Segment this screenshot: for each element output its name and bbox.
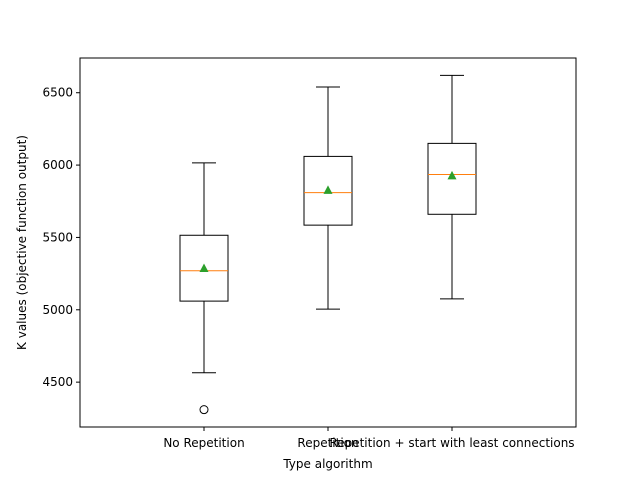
y-tick-label: 6500 — [42, 86, 73, 100]
x-tick-label: Repetition — [297, 436, 358, 450]
y-tick-label: 5000 — [42, 303, 73, 317]
y-axis-label: K values (objective function output) — [15, 135, 29, 350]
box-iqr — [303, 155, 353, 226]
y-tick-label: 5500 — [42, 230, 73, 244]
mean-marker — [199, 263, 209, 273]
mean-marker — [447, 170, 457, 180]
x-tick-label: No Repetition — [163, 436, 244, 450]
outlier-point — [199, 405, 209, 415]
y-tick-label: 6000 — [42, 158, 73, 172]
box-iqr — [179, 234, 229, 302]
box-iqr — [427, 142, 477, 215]
x-tick-label: Repetition + start with least connection… — [329, 436, 574, 450]
x-axis-label: Type algorithm — [282, 457, 372, 471]
mean-marker — [323, 185, 333, 194]
y-tick-label: 4500 — [42, 375, 73, 389]
